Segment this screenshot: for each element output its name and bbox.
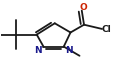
Text: N: N	[34, 46, 42, 55]
Text: O: O	[78, 3, 86, 12]
Text: Cl: Cl	[101, 25, 110, 34]
Text: N: N	[64, 46, 72, 55]
